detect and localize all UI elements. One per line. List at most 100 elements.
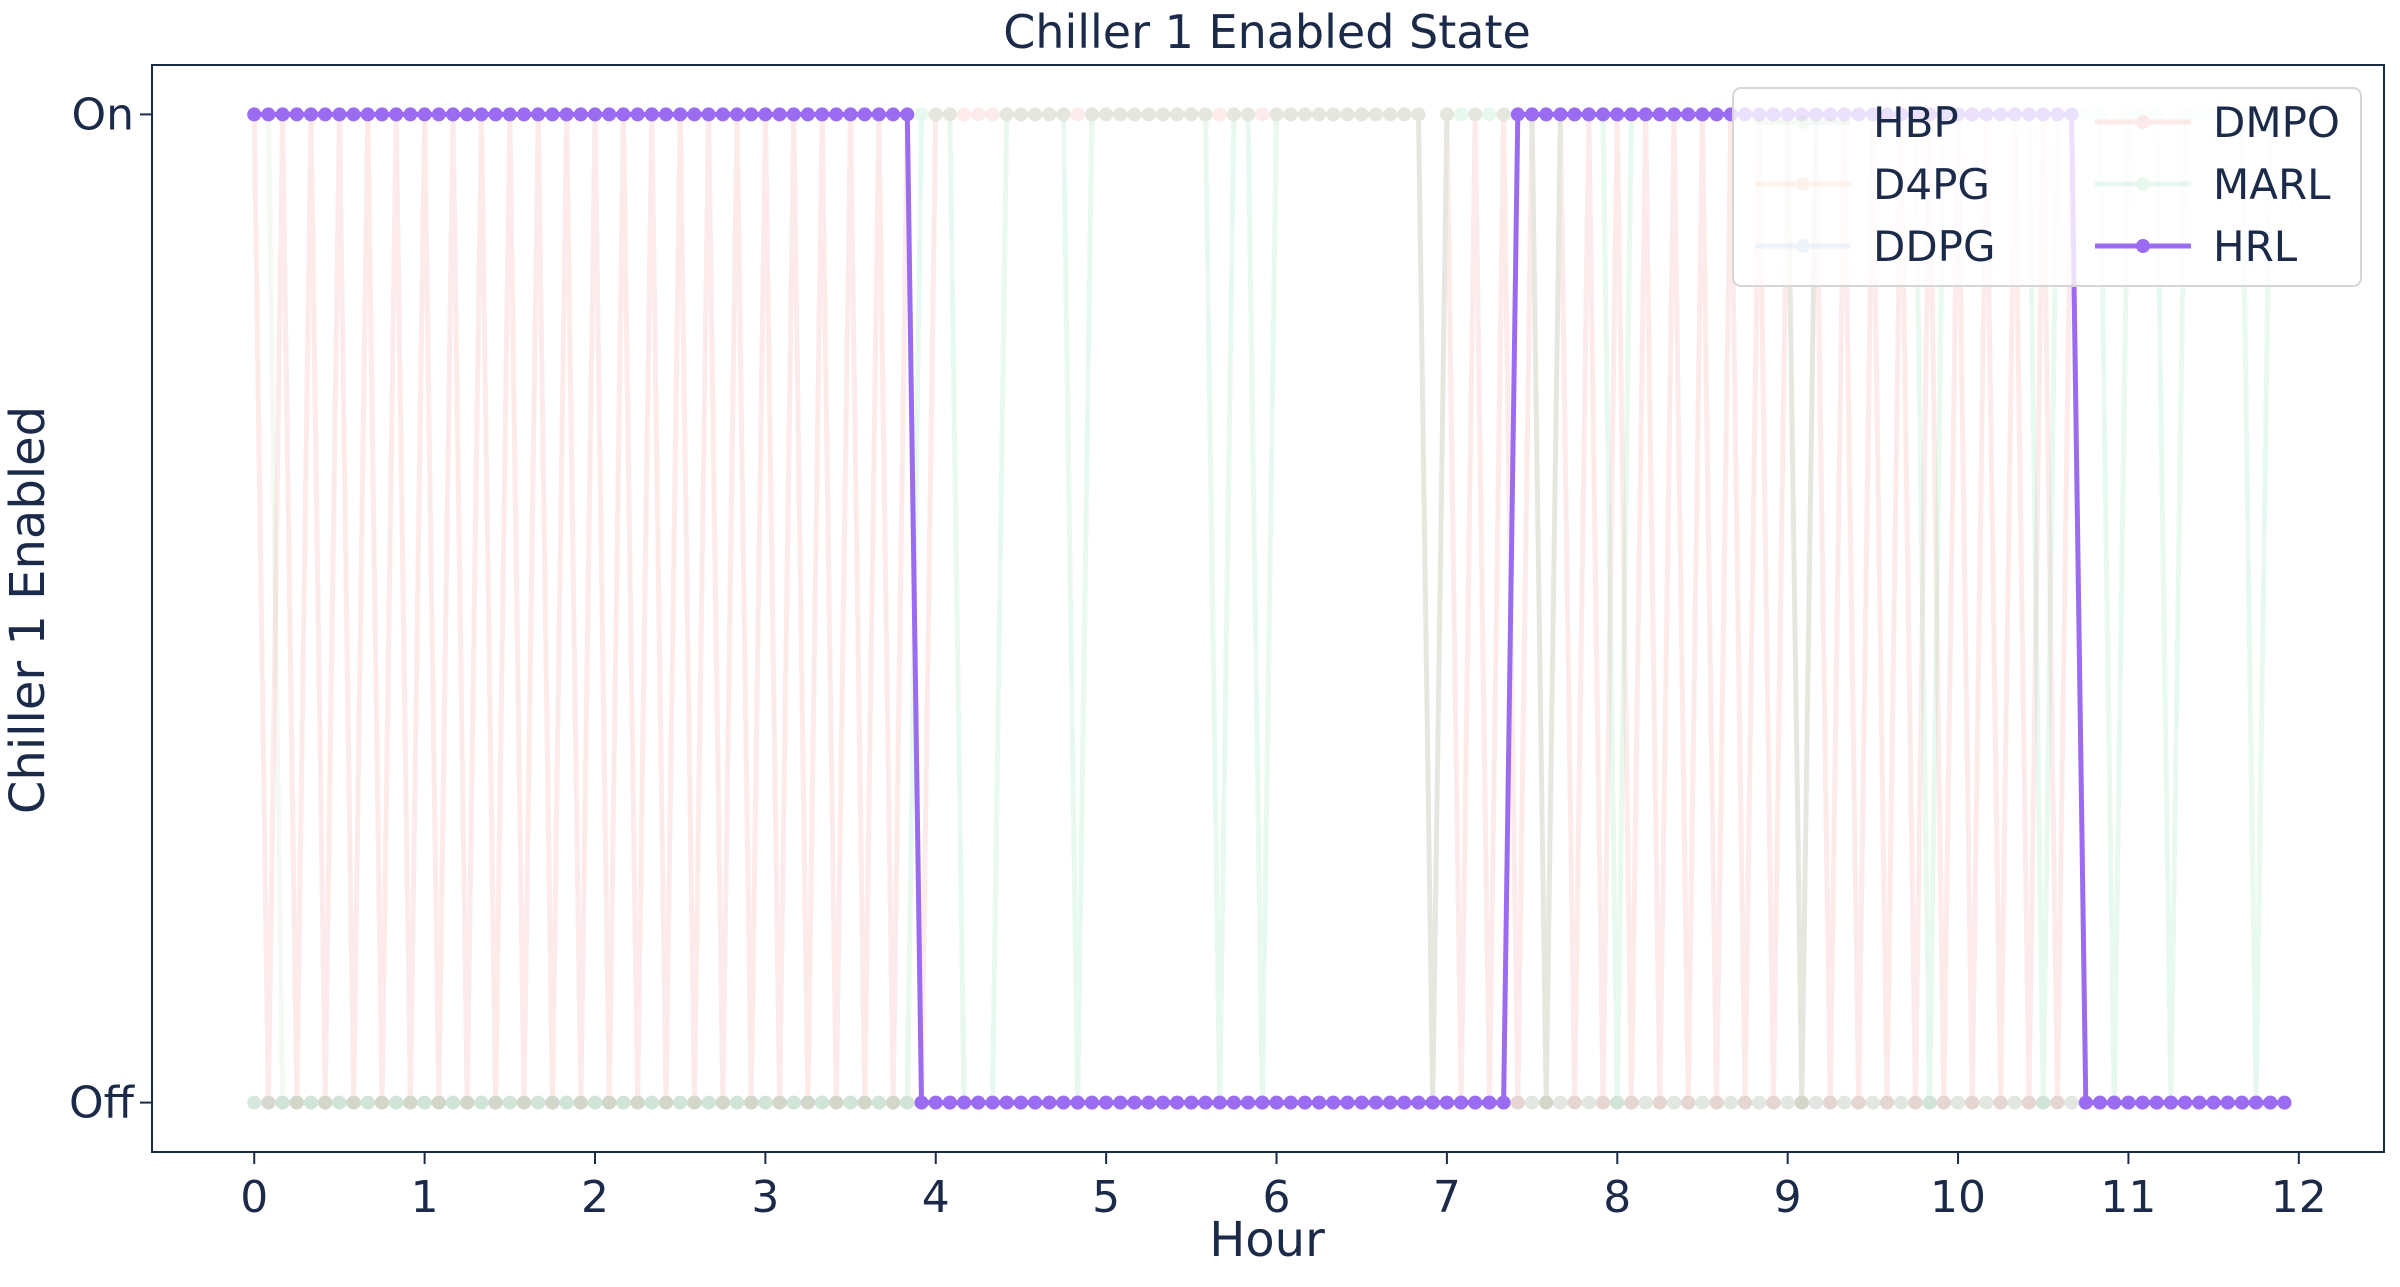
data-point-dmpo bbox=[1368, 107, 1383, 122]
x-tick-label: 9 bbox=[1774, 1172, 1802, 1223]
data-point-hbp bbox=[673, 1095, 688, 1110]
data-point-ddpg bbox=[1809, 1095, 1823, 1110]
data-point-d4pg bbox=[2022, 1095, 2036, 1110]
data-point-ddpg bbox=[1553, 1095, 1568, 1110]
data-point-ddpg bbox=[531, 1095, 546, 1110]
data-point-d4pg bbox=[1567, 1095, 1582, 1110]
data-point-ddpg bbox=[659, 1095, 673, 1110]
data-point-ddpg bbox=[304, 1095, 318, 1110]
data-point-hrl bbox=[332, 107, 347, 122]
data-point-marl bbox=[2036, 1095, 2051, 1110]
plot-frame bbox=[151, 64, 2385, 1153]
data-point-hbp bbox=[304, 1095, 318, 1110]
data-point-marl bbox=[886, 1095, 901, 1110]
legend-item-ddpg: DDPG bbox=[1755, 222, 1996, 271]
data-point-marl bbox=[1397, 107, 1412, 122]
data-point-marl bbox=[644, 1095, 659, 1110]
data-point-dmpo bbox=[659, 1095, 673, 1110]
data-point-hbp bbox=[289, 1095, 304, 1110]
data-point-marl bbox=[573, 1095, 588, 1110]
data-point-hbp bbox=[545, 1095, 560, 1110]
data-point-d4pg bbox=[815, 1095, 830, 1110]
data-point-hrl bbox=[914, 1095, 929, 1110]
data-point-hbp bbox=[1525, 1095, 1539, 1110]
data-point-ddpg bbox=[1851, 1095, 1866, 1110]
data-point-d4pg bbox=[545, 1095, 560, 1110]
y-tick-label: On bbox=[71, 89, 134, 140]
data-point-d4pg bbox=[446, 1095, 460, 1110]
data-point-ddpg bbox=[289, 1095, 304, 1110]
data-point-hbp bbox=[417, 1095, 432, 1110]
data-point-marl bbox=[1539, 1095, 1554, 1110]
x-tick-label: 2 bbox=[581, 1172, 609, 1223]
data-point-hrl bbox=[999, 1095, 1014, 1110]
data-point-dmpo bbox=[1468, 107, 1483, 122]
data-point-hrl bbox=[871, 107, 886, 122]
data-point-hrl bbox=[531, 107, 546, 122]
data-point-ddpg bbox=[2036, 1095, 2051, 1110]
data-point-ddpg bbox=[573, 1095, 588, 1110]
data-point-hbp bbox=[701, 1095, 716, 1110]
legend-item-d4pg: D4PG bbox=[1755, 160, 1990, 209]
x-tick-label: 12 bbox=[2271, 1172, 2327, 1223]
data-point-ddpg bbox=[843, 1095, 858, 1110]
data-point-marl bbox=[871, 1095, 886, 1110]
data-point-marl bbox=[715, 1095, 730, 1110]
legend-label: HRL bbox=[2213, 222, 2298, 271]
data-point-ddpg bbox=[1638, 1095, 1653, 1110]
data-point-hbp bbox=[1837, 1095, 1852, 1110]
data-point-ddpg bbox=[786, 1095, 801, 1110]
data-point-dmpo bbox=[573, 1095, 588, 1110]
data-point-dmpo bbox=[744, 1095, 759, 1110]
data-point-hrl bbox=[1198, 1095, 1213, 1110]
data-point-hrl bbox=[1581, 107, 1596, 122]
data-point-hrl bbox=[289, 107, 304, 122]
data-point-hbp bbox=[1922, 1095, 1937, 1110]
data-point-marl bbox=[786, 1095, 801, 1110]
data-point-marl bbox=[1127, 107, 1142, 122]
data-point-ddpg bbox=[644, 1095, 659, 1110]
data-point-hrl bbox=[2093, 1095, 2107, 1110]
data-point-hbp bbox=[1510, 1095, 1525, 1110]
data-point-marl bbox=[1297, 107, 1312, 122]
data-point-dmpo bbox=[1028, 107, 1043, 122]
data-point-hrl bbox=[644, 107, 659, 122]
legend-item-hrl: HRL bbox=[2095, 222, 2298, 271]
x-tick-label: 3 bbox=[751, 1172, 779, 1223]
x-tick-label: 1 bbox=[411, 1172, 439, 1223]
data-point-dmpo bbox=[829, 1095, 844, 1110]
data-point-d4pg bbox=[857, 1095, 872, 1110]
data-point-marl bbox=[1099, 107, 1114, 122]
data-point-ddpg bbox=[474, 1095, 489, 1110]
data-point-ddpg bbox=[2050, 1095, 2065, 1110]
data-point-ddpg bbox=[502, 1095, 517, 1110]
legend-swatch-marker bbox=[2136, 177, 2150, 191]
data-point-hrl bbox=[2107, 1095, 2122, 1110]
data-point-hrl bbox=[786, 107, 801, 122]
data-point-d4pg bbox=[360, 1095, 375, 1110]
data-point-hrl bbox=[886, 107, 901, 122]
data-point-dmpo bbox=[1596, 1095, 1610, 1110]
data-point-hbp bbox=[346, 1095, 361, 1110]
data-point-ddpg bbox=[488, 1095, 503, 1110]
data-point-marl bbox=[517, 1095, 531, 1110]
data-point-hrl bbox=[1312, 1095, 1327, 1110]
data-point-marl bbox=[1312, 107, 1327, 122]
data-point-d4pg bbox=[1709, 1095, 1724, 1110]
data-point-ddpg bbox=[630, 1095, 645, 1110]
data-point-hbp bbox=[2022, 1095, 2036, 1110]
data-point-hrl bbox=[403, 107, 418, 122]
data-point-d4pg bbox=[1922, 1095, 1937, 1110]
data-point-ddpg bbox=[730, 1095, 744, 1110]
data-point-dmpo bbox=[1439, 107, 1454, 122]
data-point-marl bbox=[389, 1095, 404, 1110]
data-point-hrl bbox=[1255, 1095, 1270, 1110]
data-point-marl bbox=[602, 1095, 617, 1110]
data-point-dmpo bbox=[1880, 1095, 1894, 1110]
data-point-marl bbox=[730, 1095, 744, 1110]
data-point-marl bbox=[616, 1095, 631, 1110]
data-point-hbp bbox=[488, 1095, 503, 1110]
data-point-marl bbox=[1269, 107, 1284, 122]
data-point-d4pg bbox=[2064, 1095, 2079, 1110]
data-point-ddpg bbox=[602, 1095, 617, 1110]
